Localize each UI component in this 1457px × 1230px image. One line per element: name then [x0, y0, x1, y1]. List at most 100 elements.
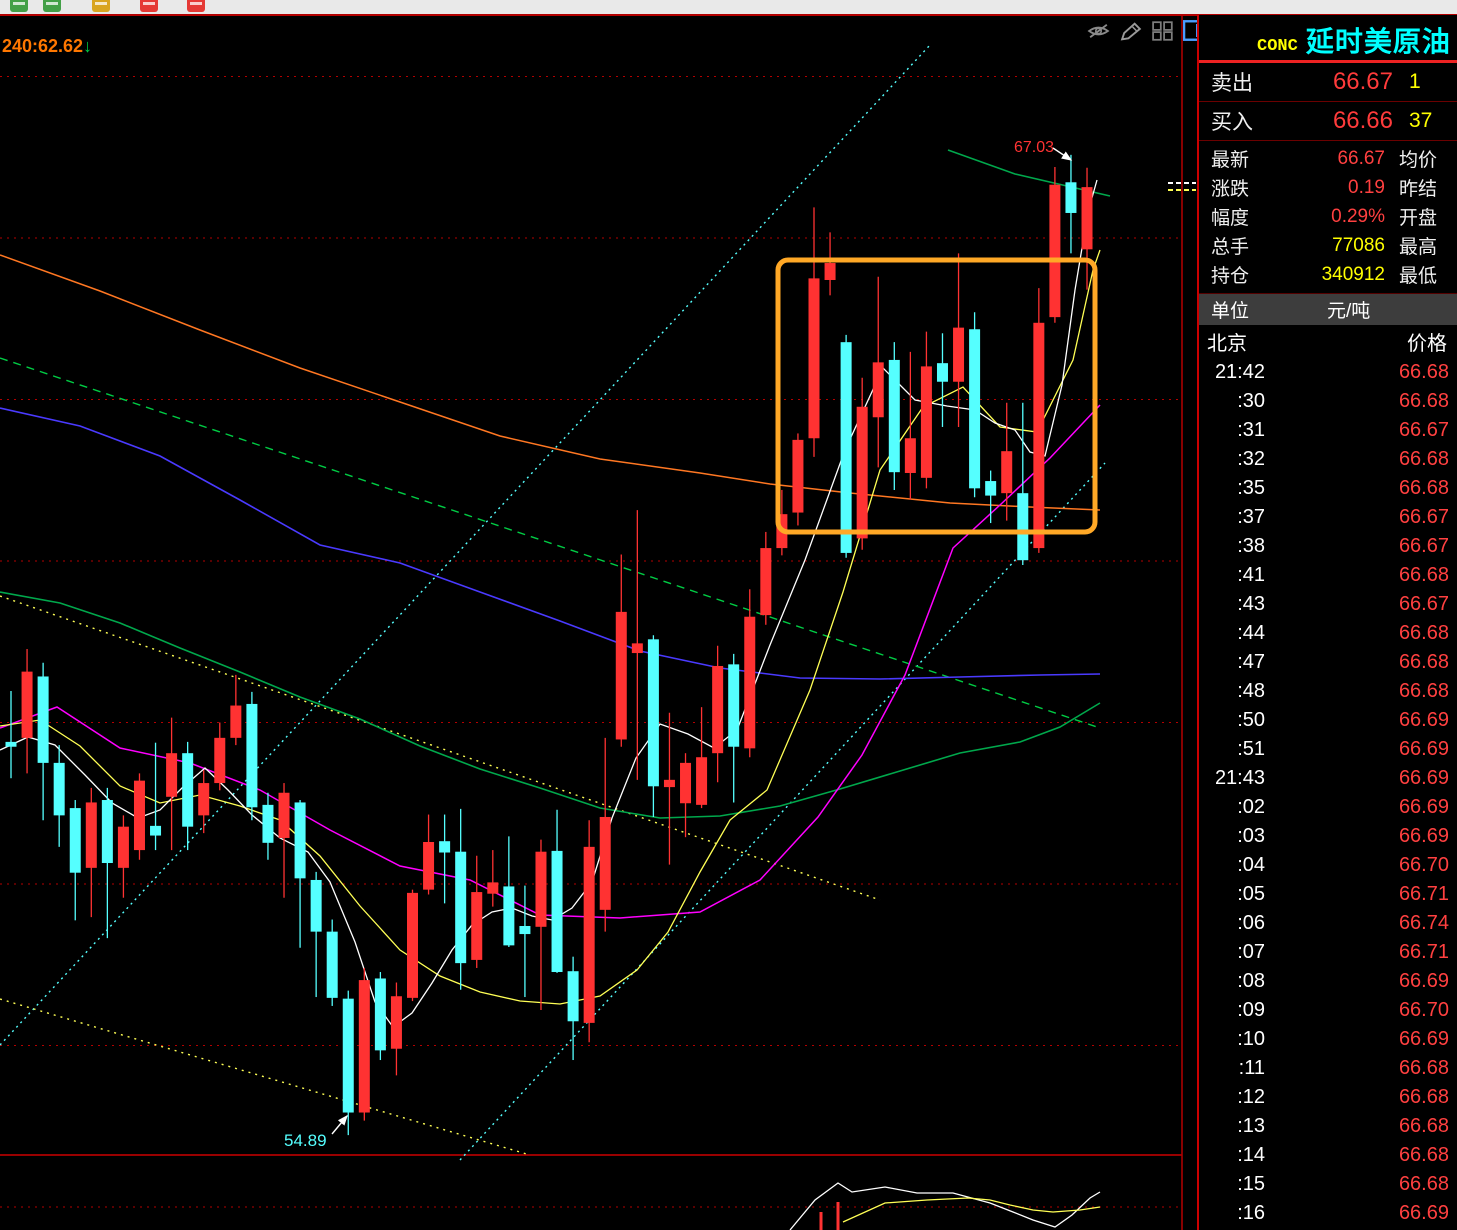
- tick-time: :30: [1237, 390, 1265, 412]
- candle-body: [535, 851, 547, 927]
- tick-header-location: 北京: [1207, 333, 1247, 355]
- trend-green-dashed: [0, 357, 1101, 729]
- tick-price: 66.68: [1398, 448, 1449, 470]
- ma-magenta: [0, 404, 1101, 919]
- grid-layout-icon[interactable]: [1152, 20, 1174, 41]
- tick-row: :43 66.67: [1199, 590, 1457, 619]
- candle-body: [1049, 184, 1061, 318]
- candle-body: [326, 931, 338, 998]
- tick-time: :32: [1237, 448, 1265, 470]
- candle-body: [214, 737, 226, 784]
- tick-row: :50 66.69: [1199, 706, 1457, 735]
- toolbar-button-5[interactable]: [187, 0, 205, 12]
- edit-pencil-icon[interactable]: [1120, 21, 1143, 41]
- tick-price: 66.69: [1398, 709, 1449, 731]
- candle-body: [888, 359, 900, 473]
- tick-price: 66.67: [1398, 593, 1449, 615]
- tick-row: :07 66.71: [1199, 938, 1457, 967]
- stat-value: 0.29%: [1331, 205, 1385, 227]
- candle-body: [294, 802, 306, 879]
- stat-row: 持仓 340912 最低: [1199, 260, 1457, 289]
- contract-name: 延时美原油: [1305, 26, 1451, 57]
- tick-price: 66.69: [1398, 796, 1449, 818]
- candle-body: [37, 676, 49, 763]
- tick-row: :38 66.67: [1199, 532, 1457, 561]
- candle-body: [69, 808, 81, 873]
- trend-yellow-dotted-1: [0, 595, 881, 901]
- candle-body: [631, 643, 643, 654]
- annotation-arrow: [1052, 147, 1073, 161]
- candle-body: [728, 664, 740, 747]
- tick-row: :14 66.68: [1199, 1141, 1457, 1170]
- tick-time: :13: [1237, 1115, 1265, 1137]
- eye-off-icon[interactable]: [1086, 21, 1111, 41]
- tick-time: 21:42: [1214, 361, 1265, 383]
- indicator-value: 240:62.62: [2, 36, 84, 56]
- tick-price: 66.71: [1398, 883, 1449, 905]
- tick-row: :02 66.69: [1199, 793, 1457, 822]
- tick-time: :04: [1237, 854, 1265, 876]
- stat-label: 持仓: [1211, 266, 1250, 287]
- candle-body: [423, 842, 435, 890]
- highlight-box: [775, 257, 1098, 535]
- tick-price: 66.68: [1398, 1057, 1449, 1079]
- price-annotation: 67.03: [1014, 139, 1054, 156]
- candle-body: [166, 753, 178, 797]
- stat-label: 幅度: [1211, 208, 1250, 229]
- tick-row: :35 66.68: [1199, 474, 1457, 503]
- tick-row: :03 66.69: [1199, 822, 1457, 851]
- candle-body: [1033, 322, 1045, 549]
- stat-row: 幅度 0.29% 开盘: [1199, 202, 1457, 231]
- tick-table-header: 北京 价格: [1199, 325, 1457, 358]
- tick-price: 66.70: [1398, 854, 1449, 876]
- tick-time: :35: [1237, 477, 1265, 499]
- toolbar-button-1[interactable]: [10, 0, 28, 12]
- stat-label: 涨跌: [1211, 179, 1250, 200]
- candle-body: [519, 925, 531, 935]
- candle-body: [615, 611, 627, 740]
- candle-body: [439, 841, 451, 853]
- candle-body: [198, 783, 210, 816]
- candle-body: [278, 792, 290, 838]
- toolbar-button-4[interactable]: [140, 0, 158, 12]
- candle-body: [872, 362, 884, 418]
- tick-price: 66.69: [1398, 825, 1449, 847]
- tick-time: :48: [1237, 680, 1265, 702]
- down-arrow-icon: ↓: [83, 36, 93, 56]
- toolbar-button-3[interactable]: [92, 0, 110, 12]
- stat-value: 340912: [1321, 263, 1385, 285]
- tick-row: :41 66.68: [1199, 561, 1457, 590]
- candle-body: [1081, 187, 1093, 250]
- tick-price: 66.67: [1398, 419, 1449, 441]
- tick-time: :47: [1237, 651, 1265, 673]
- candle-body: [230, 705, 242, 738]
- tick-row: :10 66.69: [1199, 1025, 1457, 1054]
- toolbar-button-2[interactable]: [43, 0, 61, 12]
- channel-cyan-b: [459, 462, 1106, 1161]
- tick-price: 66.68: [1398, 1086, 1449, 1108]
- tick-row: :09 66.70: [1199, 996, 1457, 1025]
- ask-row[interactable]: 卖出 66.67 1: [1199, 63, 1457, 102]
- candle-body: [471, 892, 483, 960]
- sub-yellow: [842, 1197, 1101, 1223]
- tick-list[interactable]: 21:42 66.68:30 66.68:31 66.67:32 66.68:35 66.…: [1199, 358, 1457, 1228]
- candle-body: [840, 342, 852, 553]
- bid-row[interactable]: 买入 66.66 37: [1199, 102, 1457, 141]
- tick-time: :14: [1237, 1144, 1265, 1166]
- tick-time: :12: [1237, 1086, 1265, 1108]
- candle-body: [503, 886, 515, 946]
- tick-time: :06: [1237, 912, 1265, 934]
- tick-row: :05 66.71: [1199, 880, 1457, 909]
- candle-body: [663, 779, 675, 788]
- stat-value: 0.19: [1348, 176, 1385, 198]
- tick-row: :12 66.68: [1199, 1083, 1457, 1112]
- candle-body: [551, 850, 563, 973]
- candle-body: [358, 980, 370, 1113]
- candle-body: [792, 439, 804, 513]
- stat-value: 66.67: [1337, 147, 1385, 169]
- candle-body: [85, 802, 97, 868]
- candle-body: [374, 978, 386, 1051]
- bid-price: 66.66: [1332, 107, 1393, 134]
- stat-label-2: 均价: [1399, 150, 1438, 171]
- kline-chart[interactable]: 67.03 54.89: [0, 0, 1197, 1230]
